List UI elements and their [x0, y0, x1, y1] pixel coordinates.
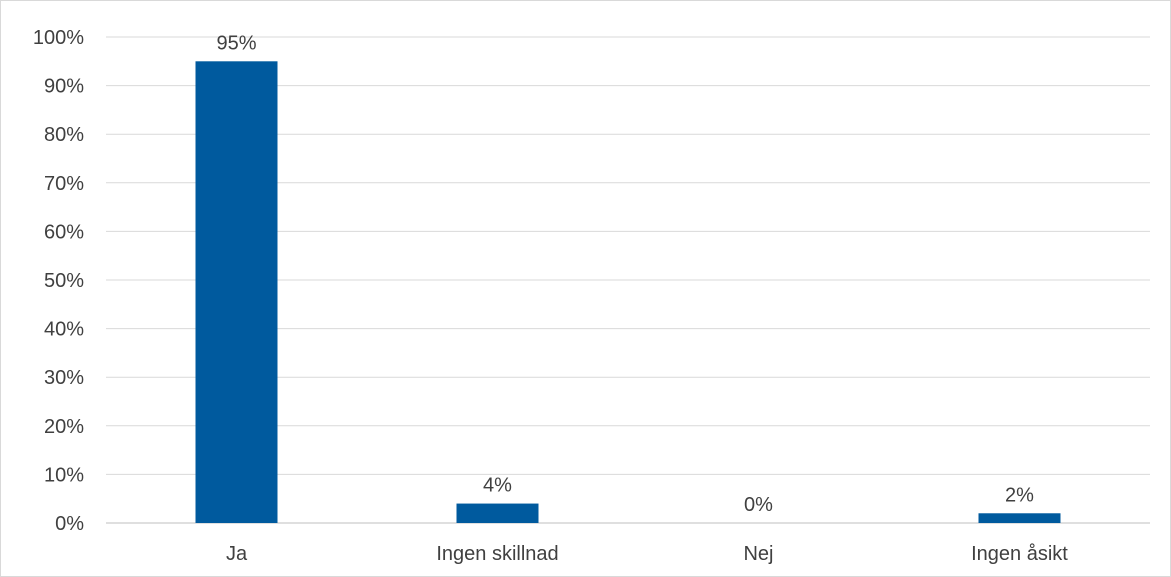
x-axis-category-labels: Ja Ingen skillnad Nej Ingen åsikt — [226, 543, 1068, 565]
y-tick-label: 0% — [55, 513, 84, 535]
y-axis-tick-labels: 0% 10% 20% 30% 40% 50% 60% 70% 80% 90% 100% — [33, 27, 84, 535]
category-label: Ja — [226, 543, 248, 565]
data-label: 4% — [483, 475, 512, 497]
y-tick-label: 20% — [44, 416, 84, 438]
y-tick-label: 100% — [33, 27, 84, 49]
gridlines — [106, 36, 1150, 524]
data-label: 95% — [216, 32, 256, 54]
y-tick-label: 30% — [44, 367, 84, 389]
category-label: Ingen skillnad — [436, 543, 558, 565]
y-tick-label: 10% — [44, 464, 84, 486]
y-tick-label: 80% — [44, 124, 84, 146]
data-labels: 95% 4% 0% 2% — [216, 32, 1034, 516]
bar — [978, 513, 1061, 523]
bar — [195, 61, 278, 524]
data-label: 2% — [1005, 484, 1034, 506]
bar — [456, 503, 539, 523]
category-label: Nej — [743, 543, 773, 565]
y-tick-label: 50% — [44, 270, 84, 292]
y-tick-label: 70% — [44, 173, 84, 195]
y-tick-label: 90% — [44, 76, 84, 98]
category-label: Ingen åsikt — [971, 543, 1068, 565]
y-tick-label: 40% — [44, 319, 84, 341]
data-label: 0% — [744, 494, 773, 516]
y-tick-label: 60% — [44, 221, 84, 243]
bars — [195, 61, 1061, 524]
